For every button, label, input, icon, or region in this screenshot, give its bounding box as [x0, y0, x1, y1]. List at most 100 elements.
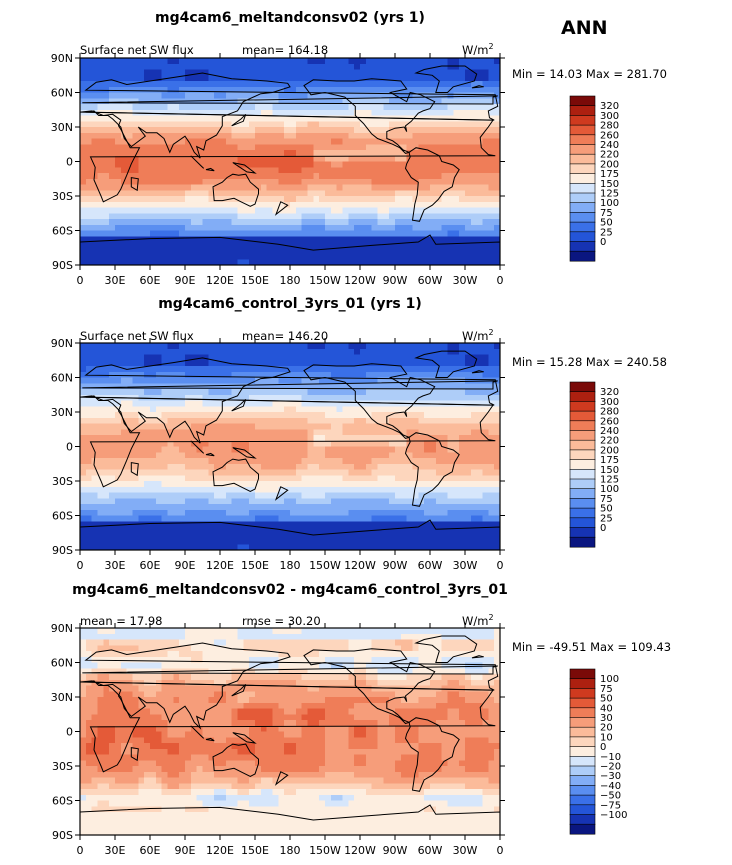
field-cell: [430, 348, 437, 355]
field-cell: [494, 178, 501, 185]
field-cell: [138, 155, 145, 162]
field-cell: [470, 406, 478, 413]
field-cell: [272, 348, 279, 355]
field-cell: [220, 173, 227, 180]
field-cell: [202, 213, 209, 220]
field-cell: [319, 400, 326, 407]
field-cell: [424, 69, 431, 76]
field-cell: [237, 207, 244, 214]
field-cell: [155, 230, 163, 237]
field-cell: [470, 150, 478, 157]
field-cell: [80, 354, 87, 361]
field-cell: [319, 86, 326, 93]
field-cell: [132, 377, 139, 384]
field-cell: [459, 63, 466, 70]
field-cell: [115, 354, 122, 361]
field-cell: [307, 173, 314, 180]
field-cell: [307, 498, 314, 505]
coastline: [274, 201, 289, 216]
field-cell: [255, 161, 262, 168]
field-cell: [465, 224, 472, 231]
field-cell: [266, 115, 273, 122]
field-cell: [103, 348, 110, 355]
field-cell: [266, 504, 273, 511]
field-cell: [365, 429, 373, 436]
field-cell: [155, 354, 163, 361]
field-cell: [278, 389, 285, 396]
field-cell: [161, 144, 168, 151]
field-cell: [97, 377, 104, 384]
field-cell: [225, 155, 233, 162]
field-cell: [383, 509, 390, 516]
field-cell: [395, 184, 402, 191]
field-cell: [307, 196, 314, 203]
field-cell: [150, 178, 157, 185]
field-cell: [348, 253, 355, 260]
field-cell: [155, 173, 163, 180]
field-cell: [196, 452, 203, 459]
field-cell: [150, 86, 157, 93]
field-cell: [115, 242, 122, 249]
field-cell: [441, 132, 448, 139]
field-cell: [494, 132, 501, 139]
field-cell: [295, 161, 303, 168]
field-cell: [453, 247, 460, 254]
field-cell: [330, 452, 338, 459]
field-cell: [179, 377, 186, 384]
field-cell: [173, 144, 180, 151]
field-cell: [412, 452, 419, 459]
field-cell: [453, 253, 460, 260]
field-cell: [284, 360, 291, 367]
field-cell: [185, 63, 192, 70]
field-cell: [144, 144, 151, 151]
field-cell: [243, 412, 250, 419]
field-cell: [395, 247, 402, 254]
field-cell: [202, 104, 209, 111]
field-cell: [389, 343, 396, 350]
field-cell: [365, 509, 373, 516]
field-cell: [459, 469, 466, 476]
field-cell: [132, 452, 139, 459]
colorbar-label: 0: [600, 237, 606, 248]
field-cell: [85, 253, 93, 260]
field-cell: [138, 92, 145, 99]
field-cell: [336, 469, 343, 476]
field-cell: [330, 394, 338, 401]
field-cell: [173, 492, 180, 499]
field-cell: [190, 190, 198, 197]
field-cell: [255, 486, 262, 493]
field-cell: [406, 423, 413, 430]
field-cell: [185, 178, 192, 185]
field-cell: [435, 371, 443, 378]
field-cell: [266, 417, 273, 424]
field-cell: [395, 515, 402, 522]
field-cell: [120, 429, 128, 436]
field-cell: [278, 224, 285, 231]
field-cell: [167, 173, 174, 180]
field-cell: [202, 452, 209, 459]
field-cell: [97, 504, 104, 511]
field-cell: [412, 259, 419, 266]
field-cell: [330, 377, 338, 384]
field-cell: [488, 167, 495, 174]
field-cell: [208, 155, 215, 162]
field-cell: [494, 469, 501, 476]
field-cell: [330, 58, 338, 65]
field-cell: [115, 383, 122, 390]
field-cell: [459, 144, 466, 151]
field-cell: [115, 469, 122, 476]
field-cell: [272, 440, 279, 447]
field-cell: [80, 253, 87, 260]
field-cell: [412, 360, 419, 367]
field-cell: [354, 435, 361, 442]
field-cell: [482, 115, 489, 122]
field-cell: [196, 224, 203, 231]
field-cell: [406, 509, 413, 516]
field-cell: [272, 406, 279, 413]
field-cell: [377, 86, 384, 93]
field-cell: [97, 458, 104, 465]
field-cell: [470, 201, 478, 208]
field-cell: [220, 343, 227, 350]
field-cell: [179, 259, 186, 266]
field-cell: [249, 440, 256, 447]
